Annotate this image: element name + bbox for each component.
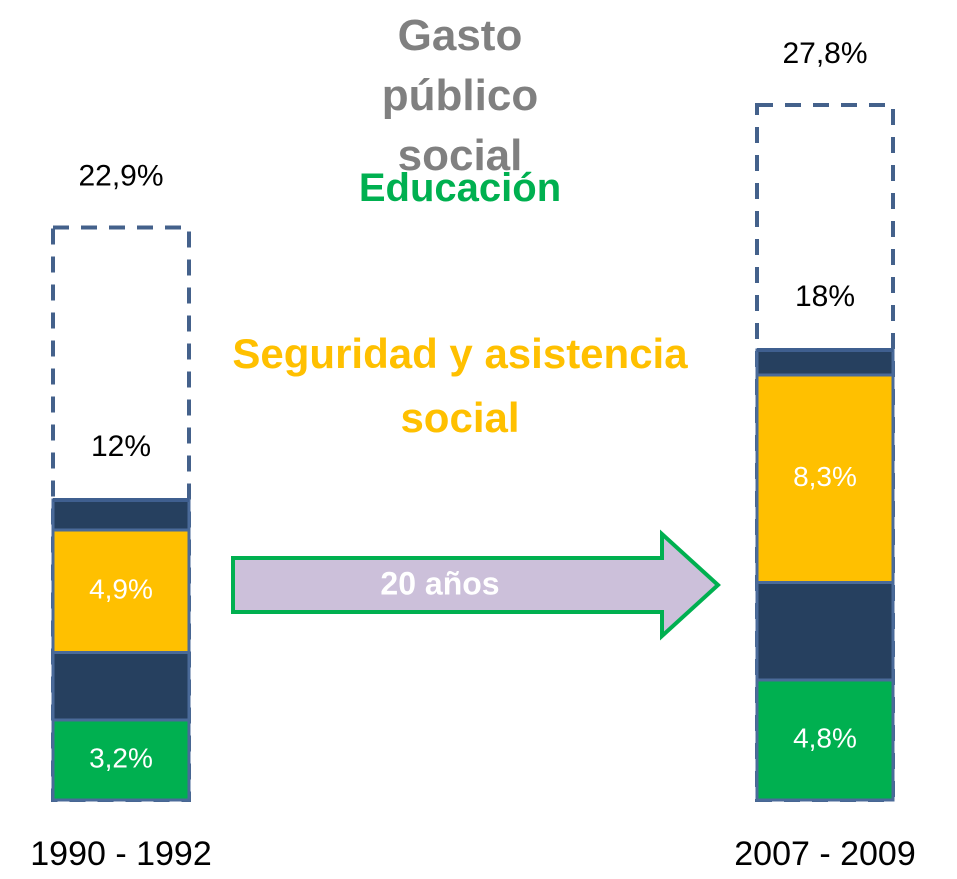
arrow — [231, 529, 721, 641]
legend-security: Seguridad y asistencia social — [232, 330, 688, 441]
bar-segment — [755, 678, 895, 802]
bar-segment — [51, 528, 191, 654]
value-label: 12% — [91, 430, 151, 463]
value-label: 4,8% — [793, 722, 857, 753]
x-tick-label: 1990 - 1992 — [30, 835, 212, 873]
bar-segment — [755, 348, 895, 377]
value-label: 27,8% — [782, 37, 867, 70]
bar-segment — [755, 373, 895, 584]
value-label: 22,9% — [78, 159, 163, 192]
value-label: 8,3% — [793, 461, 857, 492]
legend-education: Educación — [358, 166, 562, 210]
annotation: 20 años — [380, 565, 499, 601]
value-label: 18% — [795, 280, 855, 313]
bar-segment — [51, 651, 191, 722]
x-tick-label: 2007 - 2009 — [734, 835, 916, 873]
bar-segment — [755, 581, 895, 682]
legend-total: Gasto público social — [381, 11, 539, 180]
value-label: 4,9% — [89, 574, 153, 605]
value-label: 3,2% — [89, 742, 153, 773]
bar-segment — [51, 498, 191, 532]
